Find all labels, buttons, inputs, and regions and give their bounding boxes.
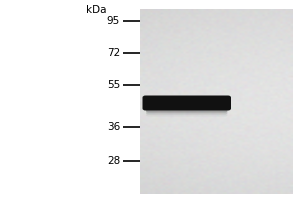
Text: kDa: kDa	[86, 5, 106, 15]
FancyBboxPatch shape	[146, 104, 227, 112]
FancyBboxPatch shape	[146, 106, 227, 114]
Text: 72: 72	[107, 48, 120, 58]
Text: 36: 36	[107, 122, 120, 132]
Text: 95: 95	[107, 16, 120, 26]
FancyBboxPatch shape	[142, 96, 231, 110]
FancyBboxPatch shape	[146, 108, 227, 116]
Text: 28: 28	[107, 156, 120, 166]
Text: 55: 55	[107, 80, 120, 90]
